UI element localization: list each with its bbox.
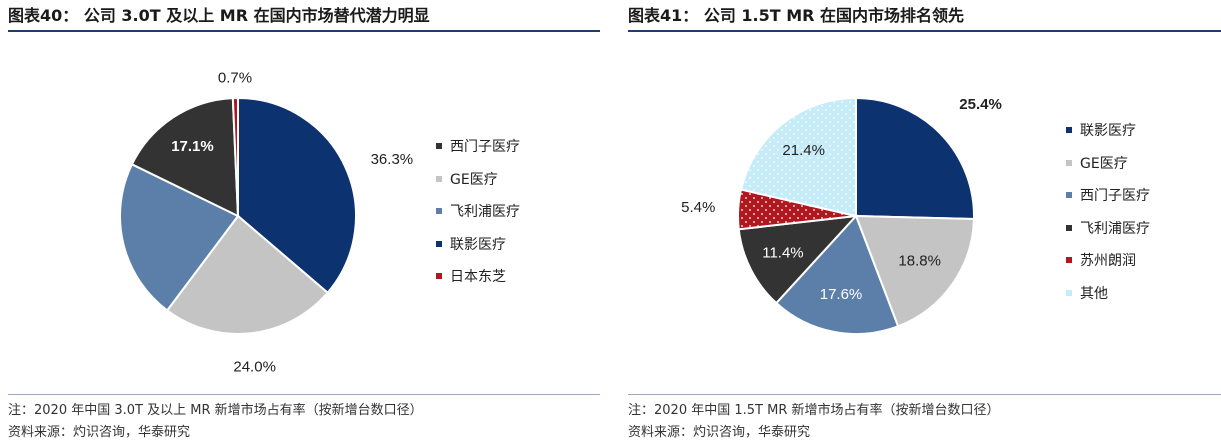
data-label-siemens: 17.1% [171,138,214,155]
legend-item-others: 其他 [1066,277,1150,310]
pie-chart-1-5t: 25.4% 18.8% 17.6% 11.4% 5.4% 21.4% [681,96,1002,335]
pie-slice-philips [737,214,859,305]
legend-swatch [436,143,442,150]
pie-slice-united-imaging [237,96,357,295]
chart-source: 资料来源：灼识咨询，华泰研究 [8,425,191,440]
legend-label: 飞利浦医疗 [1080,220,1150,237]
legend-label: 西门子医疗 [450,139,520,156]
pie-slice-siemens [774,214,900,335]
legend-label: 飞利浦医疗 [450,204,520,221]
legend-label: 日本东芝 [450,269,506,286]
legend-swatch [436,175,442,182]
title-divider [628,30,1221,32]
chart-legend: 联影医疗 GE医疗西门子医疗飞利浦医疗苏州朗润其他 [1066,114,1150,309]
pie-slice-siemens [130,97,240,218]
legend-item-united-imaging: 联影医疗 [436,228,520,261]
data-label-philips: 11.4% [762,245,803,262]
pie-chart-3t: 36.3% 24.0% 22.0% 17.1% 0.7% [69,70,414,376]
data-label-suzhou-langrun: 5.4% [681,199,715,216]
chart-panel-left: 图表40： 公司 3.0T 及以上 MR 在国内市场替代潜力明显 36.3% 24… [0,0,600,445]
data-label-ge-healthcare: 18.8% [898,253,941,270]
legend-item-philips: 飞利浦医疗 [1066,212,1150,245]
legend-swatch [1066,289,1072,296]
data-label-united-imaging: 36.3% [371,151,414,168]
legend-swatch [436,273,442,280]
legend-item-toshiba: 日本东芝 [436,260,520,293]
legend-label: GE医疗 [1080,155,1128,172]
legend-item-ge-healthcare: GE医疗 [436,163,520,196]
data-label-siemens: 17.6% [820,286,863,303]
legend-swatch [1066,224,1072,231]
data-label-united-imaging: 25.4% [959,96,1002,113]
legend-swatch [436,208,442,215]
chart-note: 注：2020 年中国 1.5T MR 新增市场占有率（按新增台数口径） [628,403,1000,418]
legend-swatch [1066,192,1072,199]
legend-item-ge-healthcare: GE医疗 [1066,147,1150,180]
legend-label: 西门子医疗 [1080,188,1150,205]
data-label-philips: 22.0% [69,243,112,260]
legend-item-suzhou-langrun: 苏州朗润 [1066,244,1150,277]
note-divider [8,394,600,395]
legend-label: 其他 [1080,285,1108,302]
pie-slice-toshiba [231,96,239,217]
pie-slice-philips [119,162,240,312]
legend-swatch [436,240,442,247]
legend-swatch [1066,127,1072,134]
pie-slice-ge-healthcare [854,214,975,328]
chart-title: 图表41： 公司 1.5T MR 在国内市场排名领先 [628,6,965,25]
pie-slice-united-imaging [855,96,975,220]
chart-legend: 西门子医疗 GE医疗飞利浦医疗联影医疗日本东芝 [436,130,520,293]
data-label-others: 21.4% [782,142,825,159]
title-divider [8,30,600,32]
pie-slice-ge-healthcare [165,214,330,335]
legend-label: 联影医疗 [1080,123,1136,140]
legend-label: 联影医疗 [450,236,506,253]
legend-item-united-imaging: 联影医疗 [1066,114,1150,147]
legend-item-siemens: 西门子医疗 [436,130,520,163]
chart-title: 图表40： 公司 3.0T 及以上 MR 在国内市场替代潜力明显 [8,6,430,25]
legend-item-siemens: 西门子医疗 [1066,179,1150,212]
pie-slice-others [739,96,857,218]
chart-source: 资料来源：灼识咨询，华泰研究 [628,425,811,440]
legend-label: GE医疗 [450,171,498,188]
data-label-toshiba: 0.7% [218,70,252,87]
chart-panel-right: 图表41： 公司 1.5T MR 在国内市场排名领先 25.4% 18.8% 17.… [620,0,1221,445]
legend-item-philips: 飞利浦医疗 [436,195,520,228]
legend-label: 苏州朗润 [1080,253,1136,270]
chart-note: 注：2020 年中国 3.0T 及以上 MR 新增市场占有率（按新增台数口径） [8,403,423,418]
legend-swatch [1066,257,1072,264]
legend-swatch [1066,159,1072,166]
data-label-ge-healthcare: 24.0% [233,359,276,376]
note-divider [628,394,1221,395]
